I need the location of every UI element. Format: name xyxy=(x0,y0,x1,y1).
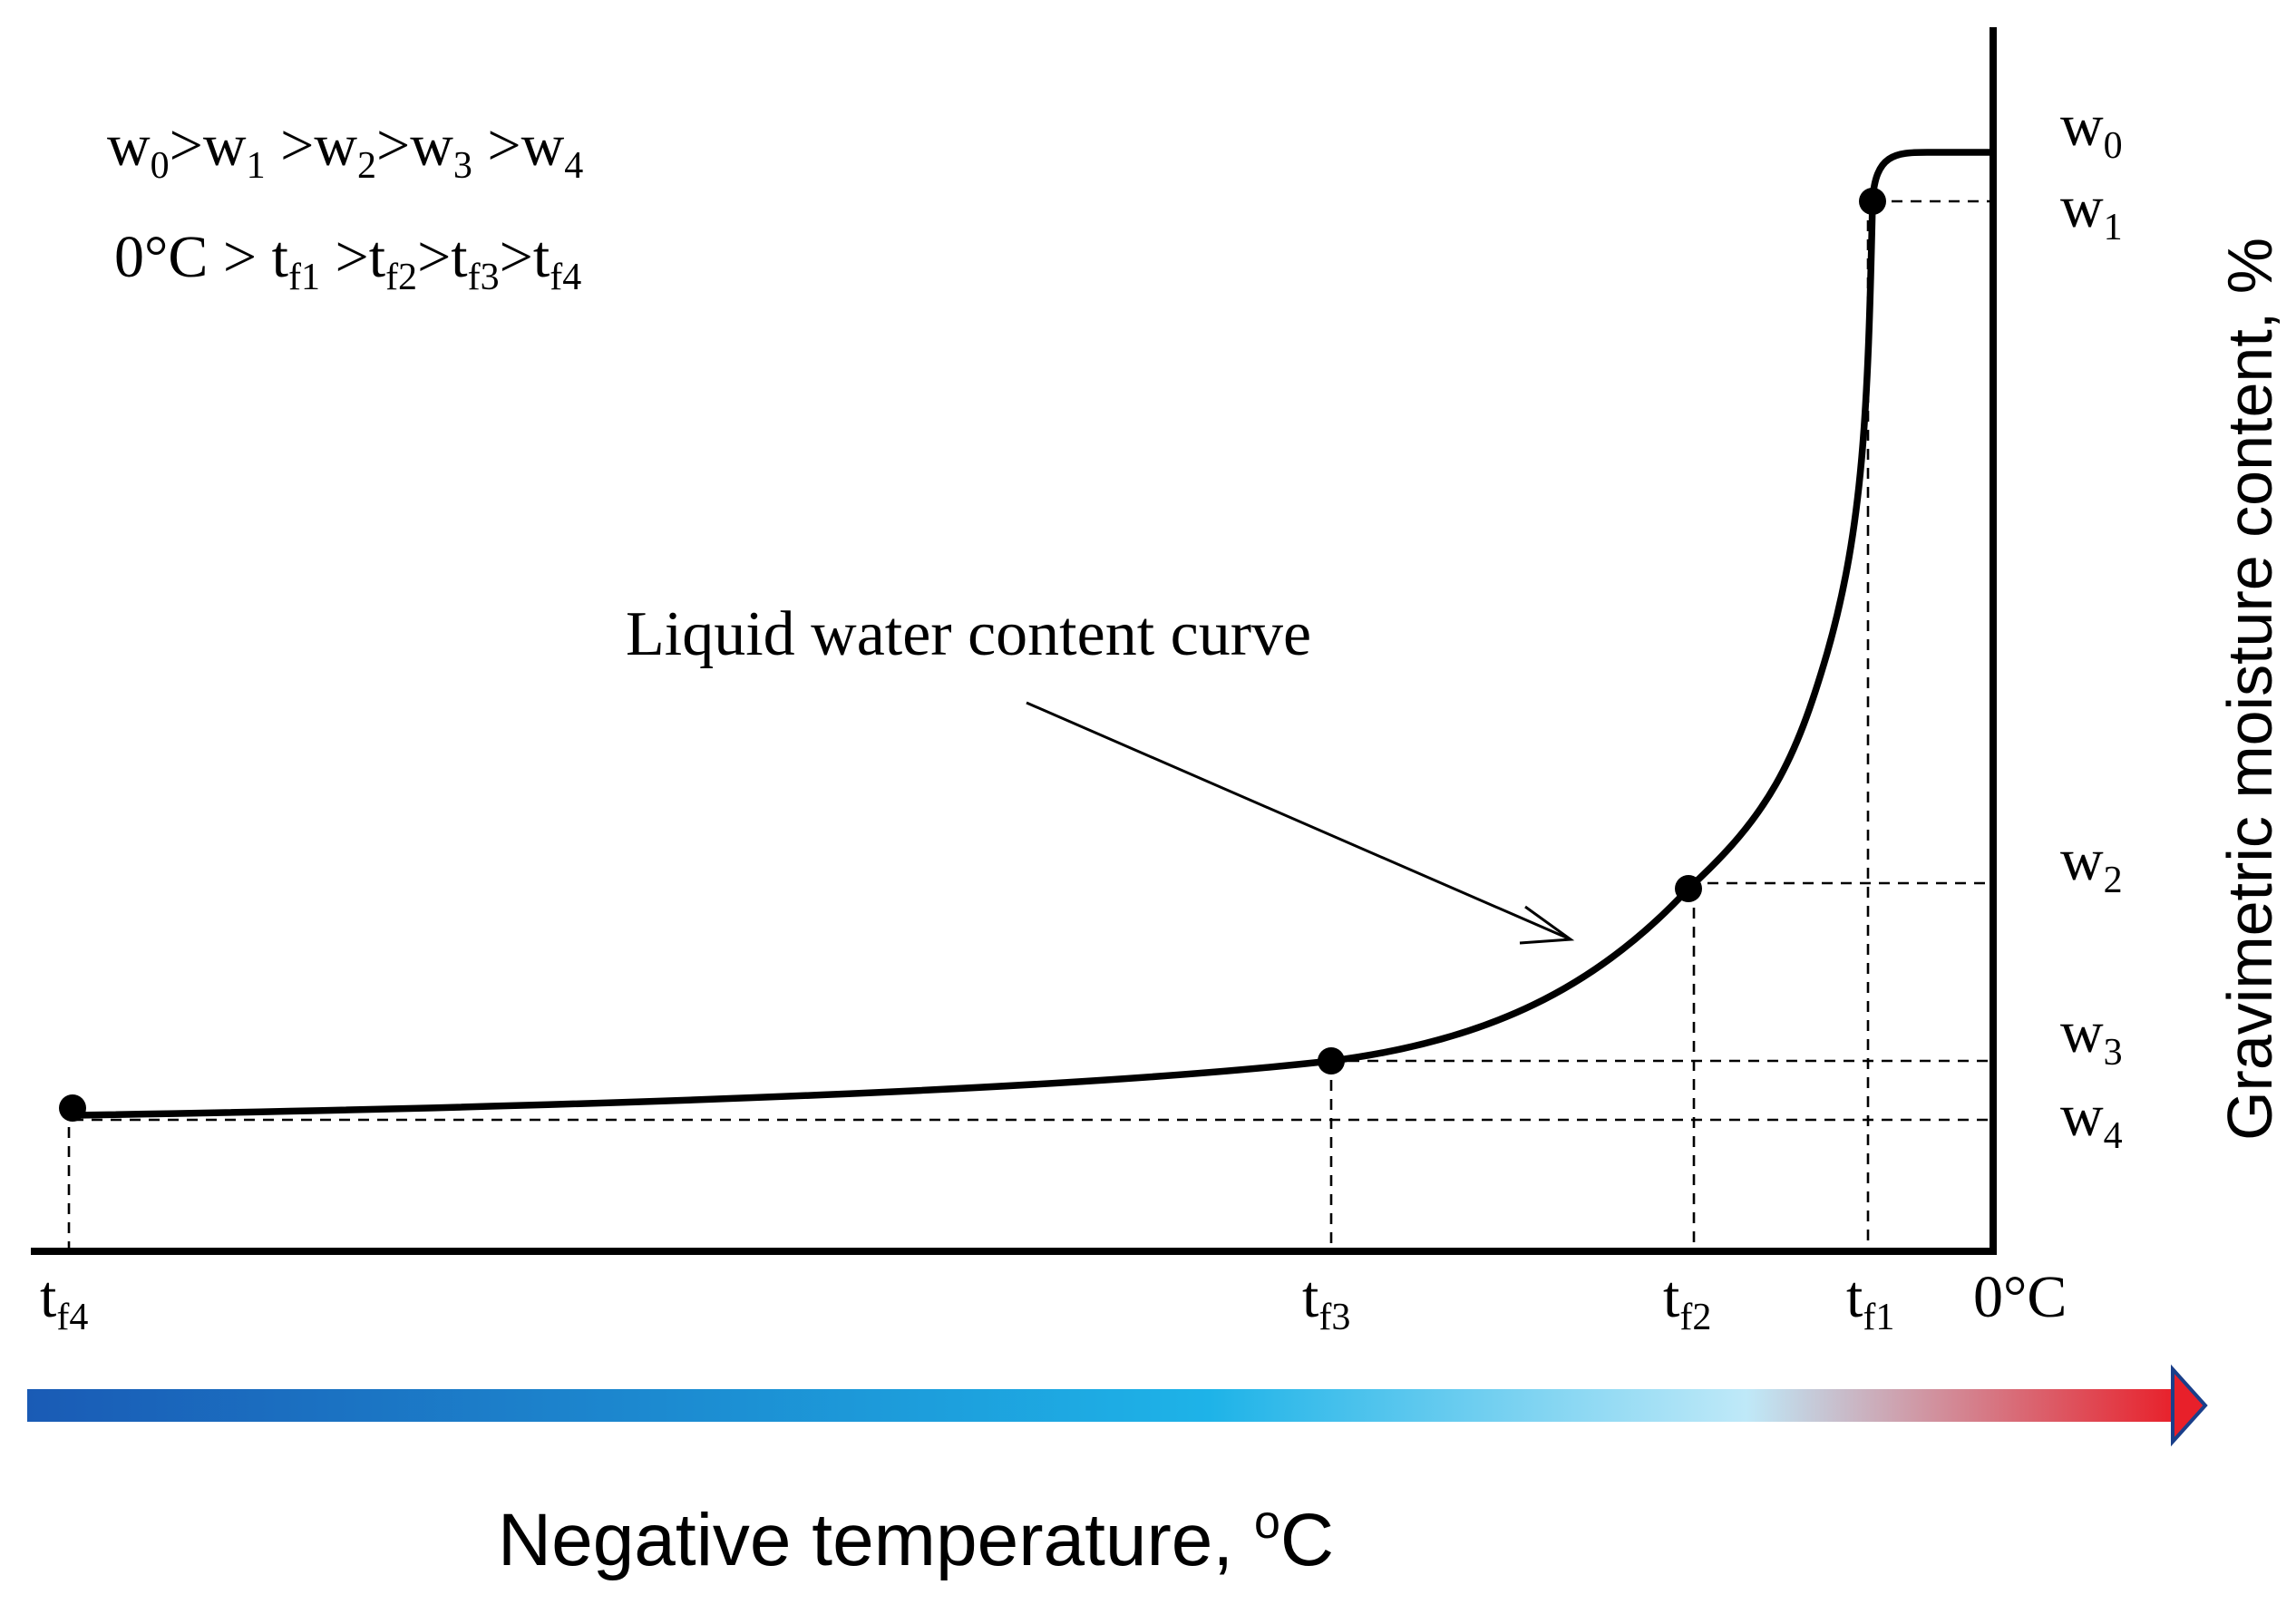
temperature-order-relation: 0°C > tf1 >tf2>tf3>tf4 xyxy=(114,224,581,298)
x-axis-tick-labels: tf4 tf3 tf2 tf1 0°C xyxy=(40,1264,2067,1338)
y-axis-tick-labels: w0 w1 w2 w3 w4 xyxy=(2060,92,2123,1157)
guide-lines xyxy=(67,199,1990,1249)
annotation-arrow xyxy=(1026,701,1575,945)
y-tick-w0: w0 xyxy=(2060,92,2123,167)
y-axis-title: Gravimetric moisture content, % xyxy=(2214,238,2285,1141)
x-tick-tf3: tf3 xyxy=(1302,1264,1350,1338)
x-tick-tf4: tf4 xyxy=(40,1264,88,1338)
x-tick-tf2: tf2 xyxy=(1663,1264,1711,1338)
curve-annotation-label: Liquid water content curve xyxy=(626,599,1311,669)
point-w1-tf1 xyxy=(1859,188,1886,215)
y-tick-w2: w2 xyxy=(2060,827,2123,901)
y-tick-w1: w1 xyxy=(2060,174,2123,248)
x-origin-label: 0°C xyxy=(1973,1264,2067,1330)
x-axis-title: Negative temperature, oC xyxy=(498,1496,1334,1581)
temperature-direction-arrow xyxy=(27,1364,2208,1447)
y-tick-w3: w3 xyxy=(2060,999,2123,1074)
point-w2-tf2 xyxy=(1675,875,1702,902)
x-tick-tf1: tf1 xyxy=(1846,1264,1894,1338)
moisture-order-relation: w0>w1 >w2>w3 >w4 xyxy=(107,112,583,187)
liquid-water-content-curve xyxy=(69,149,1994,1119)
point-w4-tf4 xyxy=(59,1094,86,1122)
point-w3-tf3 xyxy=(1318,1047,1345,1074)
y-tick-w4: w4 xyxy=(2060,1083,2123,1157)
curve-points xyxy=(59,188,1886,1122)
